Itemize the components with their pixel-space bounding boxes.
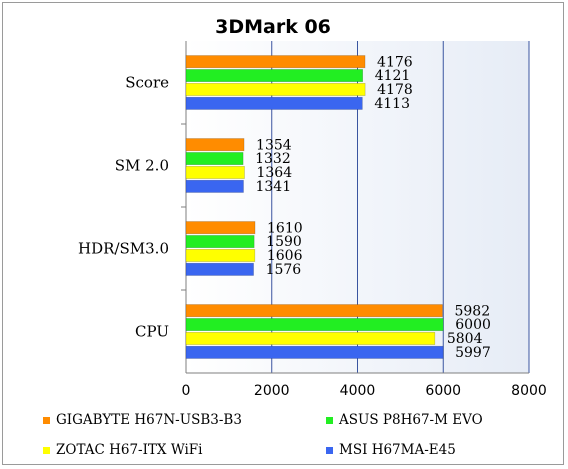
chart-frame: 3DMark 06 0 2000 4000 6000 8000 Score 4176 4121… bbox=[2, 2, 564, 465]
bar bbox=[185, 96, 363, 110]
data-label: 1332 bbox=[255, 151, 291, 167]
bar bbox=[185, 138, 245, 152]
x-tick-label: 2000 bbox=[254, 383, 290, 399]
bar bbox=[185, 318, 444, 331]
bar bbox=[185, 304, 443, 318]
data-label: 1341 bbox=[255, 179, 291, 195]
data-label: 5982 bbox=[454, 303, 490, 319]
bar bbox=[185, 83, 366, 96]
category-label: CPU bbox=[135, 323, 169, 341]
legend-entry: ASUS P8H67-M EVO bbox=[326, 412, 483, 428]
x-tick-label: 8000 bbox=[511, 383, 547, 399]
chart-title: 3DMark 06 bbox=[215, 16, 331, 38]
legend-entry: GIGABYTE H67N-USB3-B3 bbox=[43, 412, 242, 428]
legend-entry: MSI H67MA-E45 bbox=[326, 442, 456, 458]
legend-swatch bbox=[326, 447, 333, 454]
legend-label: ZOTAC H67-ITX WiFi bbox=[56, 442, 203, 458]
legend-entry: ZOTAC H67-ITX WiFi bbox=[43, 442, 203, 458]
data-label: 5997 bbox=[455, 345, 491, 361]
x-tick-label: 4000 bbox=[340, 383, 376, 399]
x-tick-label: 0 bbox=[182, 383, 191, 399]
legend-swatch bbox=[43, 417, 50, 424]
legend-swatch bbox=[326, 417, 333, 424]
legend-label: GIGABYTE H67N-USB3-B3 bbox=[56, 412, 242, 428]
data-label: 1364 bbox=[256, 165, 292, 181]
bar bbox=[185, 345, 444, 359]
category-label: HDR/SM3.0 bbox=[78, 240, 169, 258]
legend-swatch bbox=[43, 447, 50, 454]
data-label: 1610 bbox=[267, 220, 303, 236]
category-label: SM 2.0 bbox=[115, 157, 169, 175]
legend: GIGABYTE H67N-USB3-B3 ASUS P8H67-M EVO ZOT… bbox=[43, 412, 483, 458]
data-label: 5804 bbox=[447, 331, 483, 347]
bar bbox=[185, 262, 254, 276]
bar bbox=[185, 249, 256, 262]
data-label: 4178 bbox=[377, 82, 413, 98]
data-label: 1606 bbox=[267, 248, 303, 264]
bar bbox=[185, 179, 244, 193]
bar bbox=[185, 235, 255, 248]
data-label: 1590 bbox=[266, 234, 302, 250]
data-label: 1576 bbox=[266, 262, 302, 278]
legend-label: ASUS P8H67-M EVO bbox=[338, 412, 483, 428]
chart: 3DMark 06 0 2000 4000 6000 8000 Score 41764121… bbox=[43, 16, 547, 458]
bar bbox=[185, 152, 244, 165]
bar bbox=[185, 331, 436, 345]
data-label: 4113 bbox=[374, 96, 410, 112]
data-label: 1354 bbox=[256, 137, 292, 153]
legend-label: MSI H67MA-E45 bbox=[339, 442, 456, 458]
x-tick-label: 6000 bbox=[425, 383, 461, 399]
bar bbox=[185, 221, 256, 235]
bar bbox=[185, 55, 366, 69]
data-label: 6000 bbox=[455, 317, 491, 333]
bar bbox=[185, 69, 363, 83]
data-label: 4121 bbox=[375, 68, 411, 84]
data-label: 4176 bbox=[377, 54, 413, 70]
category-label: Score bbox=[125, 74, 169, 92]
bar bbox=[185, 166, 245, 179]
